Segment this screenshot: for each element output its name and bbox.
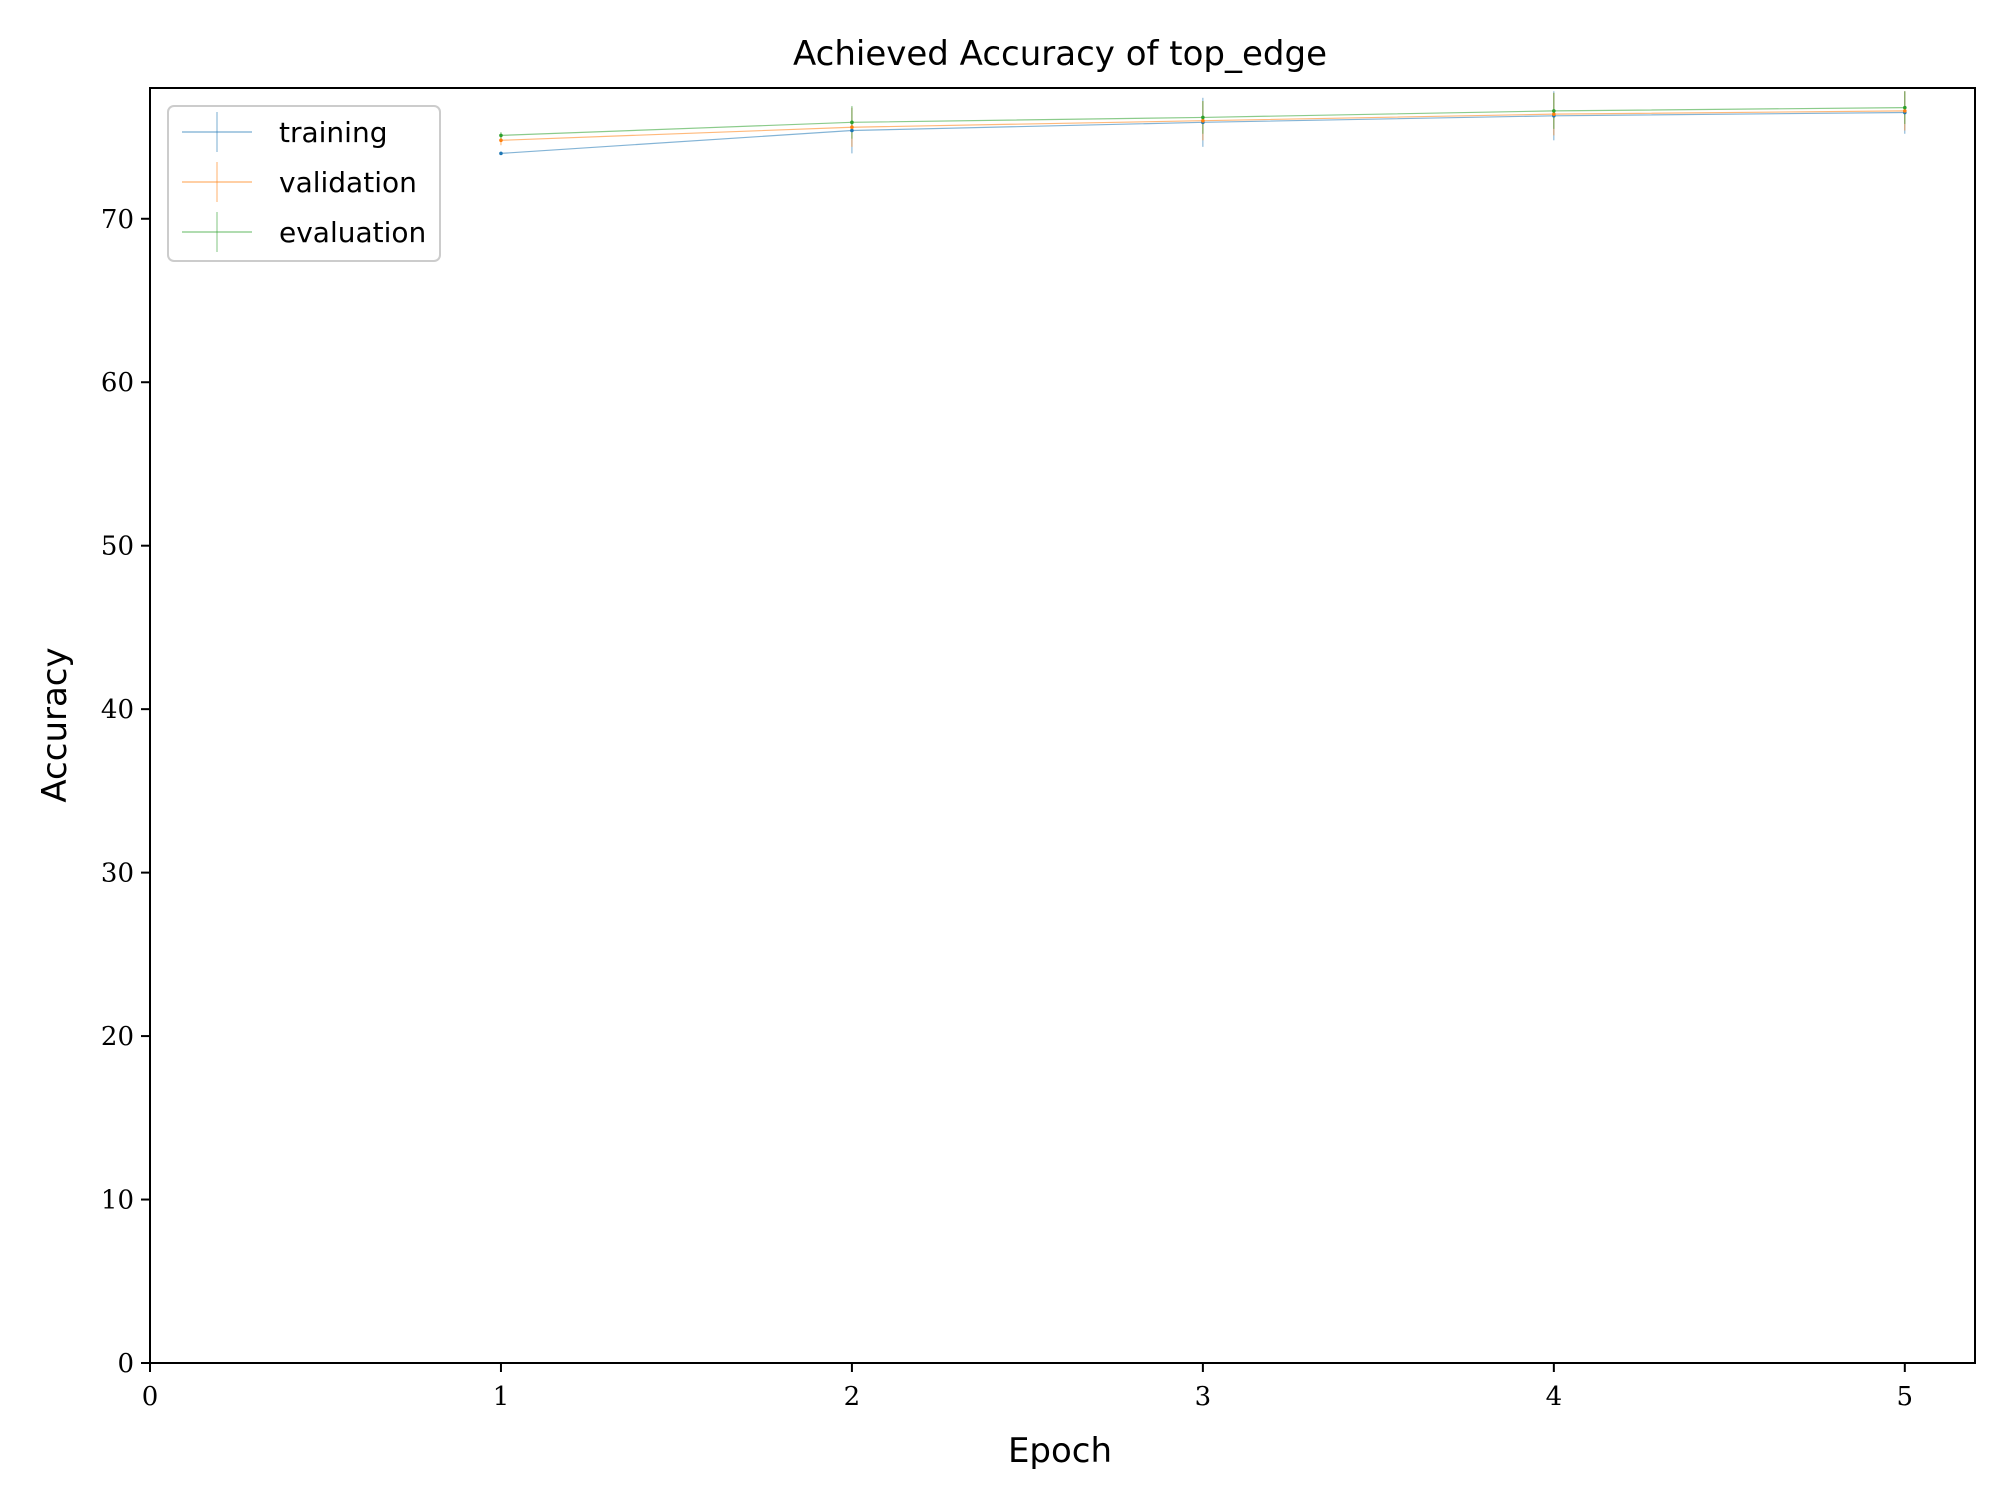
- y-tick-label: 20: [101, 1022, 134, 1052]
- data-point-training: [499, 151, 503, 156]
- y-axis-ticks: 0 10 20 30 40 50 60 70: [101, 205, 150, 1379]
- series-lines: [499, 105, 1907, 156]
- y-tick-label: 50: [101, 532, 134, 562]
- data-point-evaluation: [499, 133, 503, 138]
- data-point-validation: [1903, 109, 1907, 113]
- legend-box: [167, 105, 441, 262]
- chart-title: Achieved Accuracy of top_edge: [793, 34, 1327, 74]
- legend-label-evaluation: evaluation: [279, 216, 426, 249]
- x-tick-label: 2: [844, 1382, 861, 1412]
- data-point-training: [850, 128, 854, 133]
- legend-label-training: training: [279, 116, 387, 149]
- data-point-validation: [1201, 118, 1205, 123]
- plot-area: [149, 87, 1976, 1364]
- x-axis-label: Epoch: [1008, 1431, 1112, 1471]
- x-axis-ticks: 0 1 2 3 4 5: [142, 1363, 1913, 1412]
- legend-entries: training validation evaluation: [182, 112, 426, 252]
- x-tick-label: 4: [1546, 1382, 1563, 1412]
- x-tick-label: 5: [1897, 1382, 1914, 1412]
- y-tick-label: 30: [101, 859, 134, 889]
- x-tick-label: 3: [1195, 1382, 1212, 1412]
- y-tick-label: 40: [101, 695, 134, 725]
- y-tick-label: 10: [101, 1186, 134, 1216]
- data-point-validation: [850, 125, 854, 130]
- legend: training validation evaluation: [167, 105, 441, 262]
- data-point-validation: [499, 138, 503, 143]
- data-point-evaluation: [1903, 105, 1907, 110]
- y-tick-label: 70: [101, 205, 134, 235]
- data-point-evaluation: [850, 120, 854, 125]
- x-tick-label: 0: [142, 1382, 159, 1412]
- data-point-validation: [1552, 112, 1556, 116]
- x-tick-label: 1: [493, 1382, 510, 1412]
- y-axis-label: Accuracy: [35, 647, 75, 802]
- data-point-evaluation: [1201, 115, 1205, 120]
- legend-label-validation: validation: [279, 166, 417, 199]
- y-tick-label: 0: [117, 1349, 134, 1379]
- data-point-evaluation: [1552, 109, 1556, 113]
- plot-frame: [149, 87, 1976, 1364]
- y-tick-label: 60: [101, 368, 134, 398]
